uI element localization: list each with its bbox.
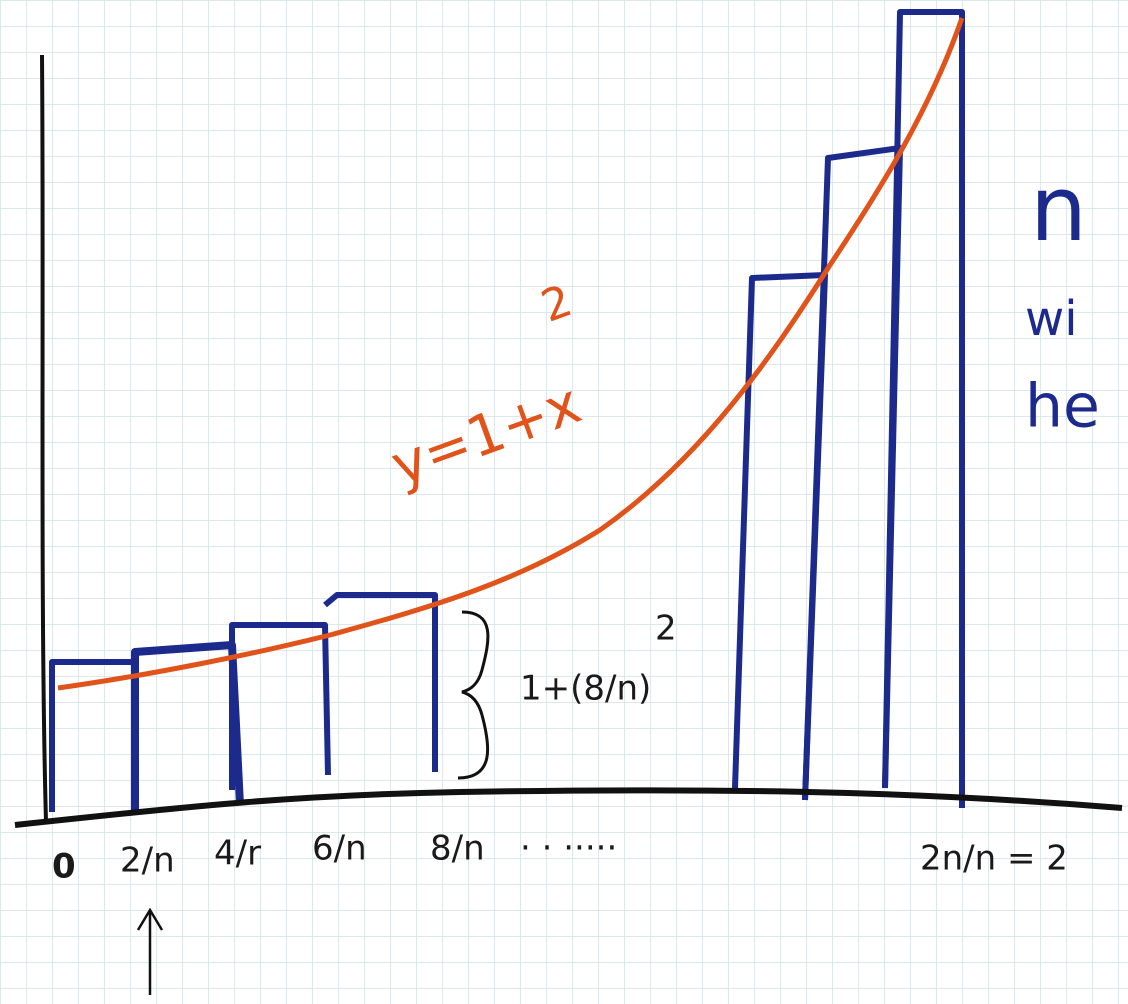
tick-label: 2/n xyxy=(120,841,175,881)
end-label: 2n/n = 2 xyxy=(920,839,1068,879)
origin-label: 0 xyxy=(52,847,76,887)
arrow xyxy=(136,907,164,995)
rectangle xyxy=(323,592,438,772)
tick-label: 4/r xyxy=(214,834,261,874)
tick-label: 8/n xyxy=(430,829,485,869)
curve xyxy=(57,17,965,691)
y-axis xyxy=(40,54,48,823)
x-axis xyxy=(14,787,1123,828)
rectangle xyxy=(229,622,331,790)
height-label-exponent: 2 xyxy=(655,609,677,649)
brace xyxy=(457,610,490,780)
height-label: 1+(8/n) xyxy=(520,669,651,709)
side-text: n xyxy=(1030,157,1087,262)
riemann-rectangles xyxy=(49,9,965,812)
ellipsis: . . ..... xyxy=(520,819,617,859)
rectangle xyxy=(131,641,244,812)
side-text: he xyxy=(1025,372,1100,442)
tick-label: 6/n xyxy=(312,829,367,869)
rectangle xyxy=(882,9,965,808)
side-text: wi xyxy=(1025,291,1078,347)
